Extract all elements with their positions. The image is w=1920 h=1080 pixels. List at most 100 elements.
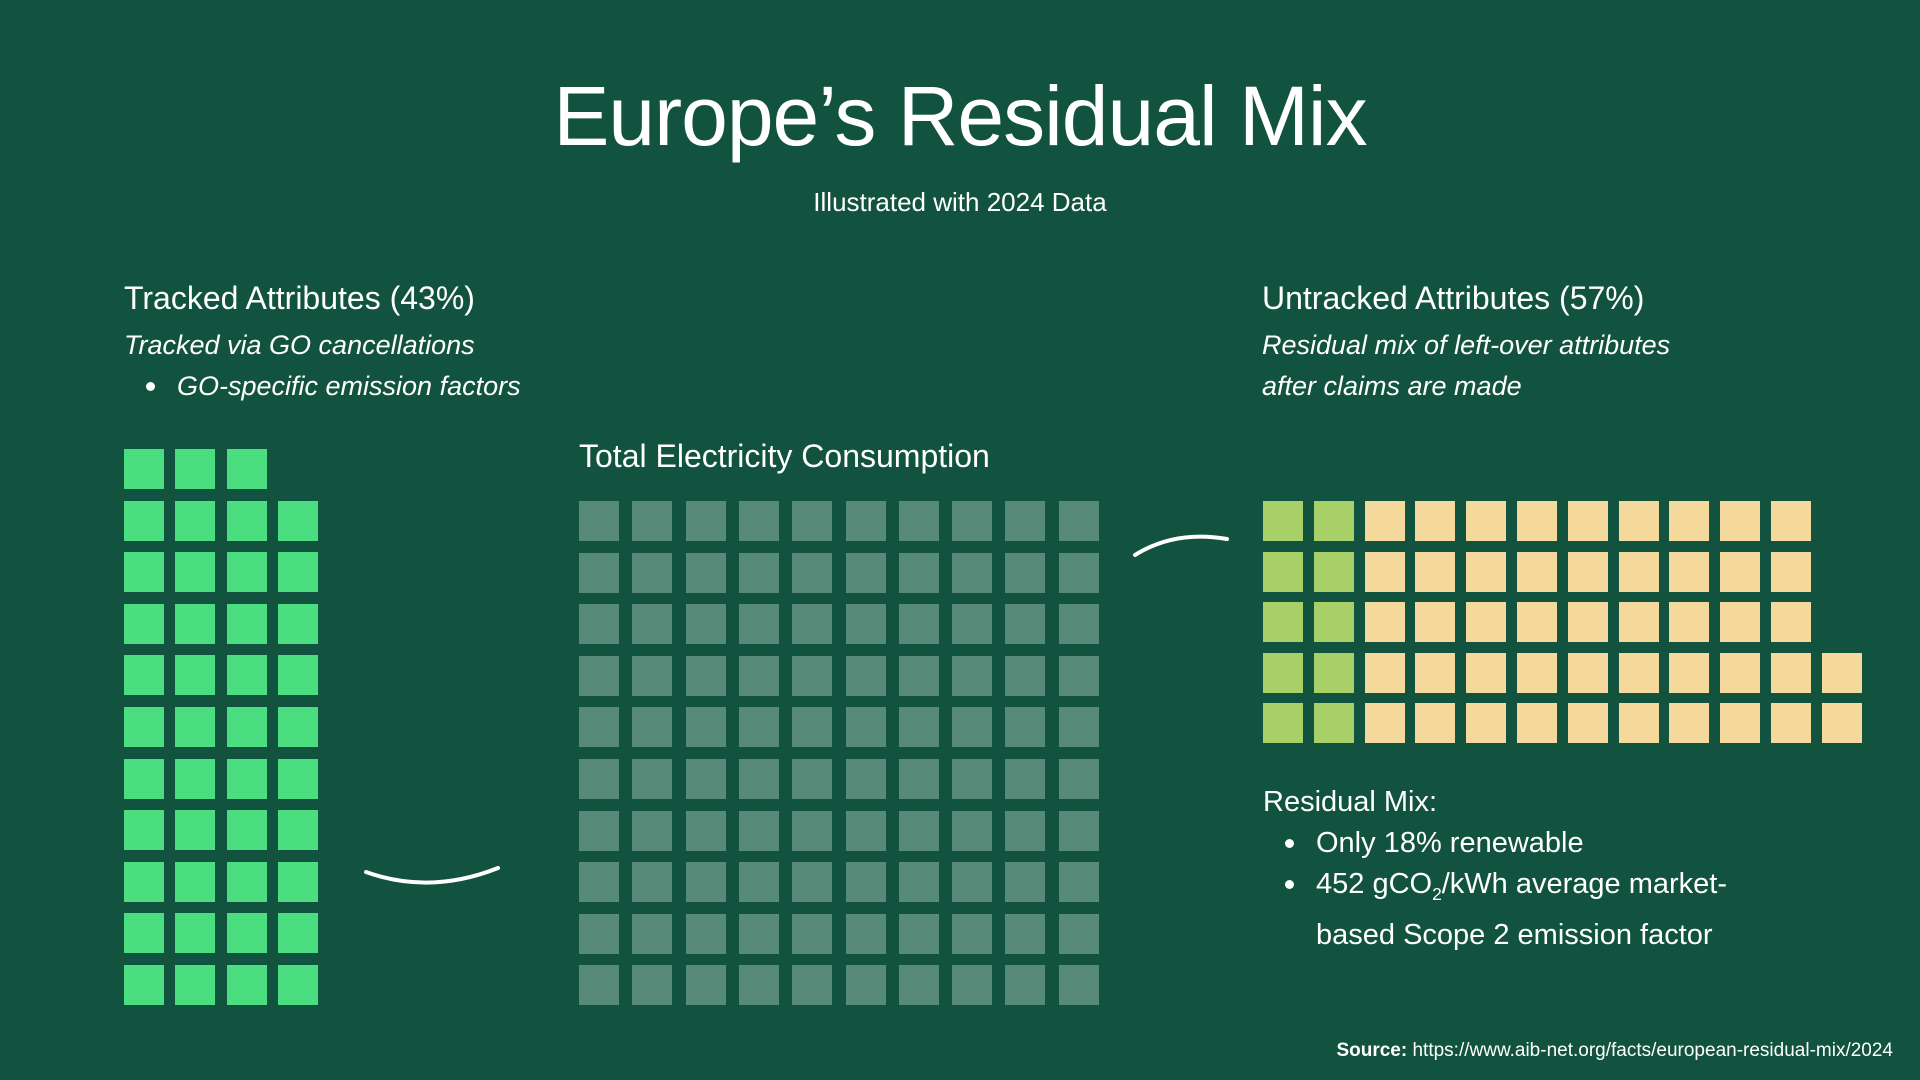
tracked-square: [175, 655, 216, 696]
tracked-square: [278, 552, 319, 593]
total-square: [685, 759, 726, 799]
tracked-square: [278, 758, 319, 799]
tracked-square: [175, 758, 216, 799]
total-square: [1005, 965, 1046, 1006]
nonrenewable-square: [1466, 703, 1507, 744]
nonrenewable-square: [1415, 652, 1456, 693]
total-square: [738, 913, 779, 954]
source-label: Source:: [1336, 1040, 1408, 1061]
renewable-square: [1263, 602, 1303, 643]
total-square: [579, 862, 619, 903]
total-square: [1005, 913, 1046, 954]
tracked-square: [226, 965, 267, 1005]
nonrenewable-square: [1720, 652, 1761, 693]
residual-bullet-emission: 452 gCO2/kWh average market-based Scope …: [1285, 864, 1727, 956]
nonrenewable-square: [1364, 652, 1405, 693]
nonrenewable-square: [1517, 703, 1557, 744]
nonrenewable-square: [1618, 602, 1659, 643]
total-square: [845, 501, 886, 541]
nonrenewable-square: [1618, 703, 1659, 744]
total-square: [1058, 913, 1099, 954]
source-link[interactable]: https://www.aib-net.org/facts/european-r…: [1412, 1040, 1893, 1061]
total-square: [1058, 604, 1099, 645]
tracked-square: [124, 965, 164, 1005]
tracked-description: Tracked via GO cancellations: [124, 330, 475, 360]
nonrenewable-square: [1771, 703, 1811, 744]
tracked-square: [175, 707, 216, 747]
total-square: [792, 862, 833, 903]
untracked-description-1: Residual mix of left-over attributes: [1262, 330, 1671, 360]
total-square: [632, 913, 673, 954]
nonrenewable-square: [1364, 501, 1405, 541]
tracked-square: [175, 603, 216, 644]
total-square: [898, 810, 939, 851]
renewable-square: [1263, 652, 1303, 693]
renewable-square: [1263, 501, 1303, 541]
total-square: [845, 913, 886, 954]
total-square: [632, 501, 673, 541]
nonrenewable-square: [1517, 501, 1557, 541]
nonrenewable-square: [1771, 602, 1811, 643]
tracked-square: [124, 913, 164, 954]
residual-bullet-text: Only 18% renewable: [1316, 827, 1584, 859]
total-square: [738, 501, 779, 541]
tracked-square: [124, 707, 164, 747]
total-square: [952, 862, 993, 903]
total-square: [632, 655, 673, 696]
total-square: [845, 810, 886, 851]
nonrenewable-square: [1720, 602, 1761, 643]
total-square: [1058, 810, 1099, 851]
nonrenewable-square: [1415, 551, 1456, 592]
total-square: [792, 604, 833, 645]
nonrenewable-square: [1669, 602, 1710, 643]
tracked-square: [175, 500, 216, 541]
bullet-icon: [1285, 880, 1294, 889]
tracked-square: [278, 861, 319, 902]
total-square: [1005, 501, 1046, 541]
nonrenewable-square: [1669, 703, 1710, 744]
nonrenewable-square: [1364, 551, 1405, 592]
nonrenewable-square: [1567, 652, 1608, 693]
nonrenewable-square: [1771, 551, 1811, 592]
total-square: [579, 965, 619, 1006]
total-square: [1005, 759, 1046, 799]
total-square: [952, 604, 993, 645]
total-square: [792, 810, 833, 851]
renewable-square: [1313, 703, 1354, 744]
tracked-square: [124, 603, 164, 644]
total-square: [792, 655, 833, 696]
total-square: [952, 965, 993, 1006]
nonrenewable-square: [1364, 602, 1405, 643]
tracked-section: Tracked Attributes (43%) Tracked via GO …: [124, 280, 521, 407]
total-square: [792, 501, 833, 541]
total-square: [632, 604, 673, 645]
total-square: [898, 862, 939, 903]
nonrenewable-square: [1720, 501, 1761, 541]
total-square: [685, 965, 726, 1006]
total-square: [1058, 552, 1099, 593]
untracked-description-2: after claims are made: [1262, 371, 1522, 401]
total-square: [738, 862, 779, 903]
total-square: [579, 913, 619, 954]
total-square: [685, 707, 726, 748]
nonrenewable-square: [1466, 652, 1507, 693]
total-square: [845, 604, 886, 645]
nonrenewable-square: [1466, 602, 1507, 643]
tracked-heading: Tracked Attributes (43%): [124, 280, 475, 316]
total-square: [1058, 965, 1099, 1006]
tracked-square: [124, 552, 164, 593]
total-square: [1005, 552, 1046, 593]
total-square: [792, 707, 833, 748]
residual-mix-label: Residual Mix:: [1263, 786, 1438, 818]
total-square: [579, 604, 619, 645]
nonrenewable-square: [1618, 551, 1659, 592]
total-square: [792, 913, 833, 954]
total-square: [738, 810, 779, 851]
tracked-square: [124, 500, 164, 541]
total-square: [579, 759, 619, 799]
tracked-square: [226, 758, 267, 799]
nonrenewable-square: [1720, 551, 1761, 592]
nonrenewable-square: [1720, 703, 1761, 744]
total-square: [952, 552, 993, 593]
